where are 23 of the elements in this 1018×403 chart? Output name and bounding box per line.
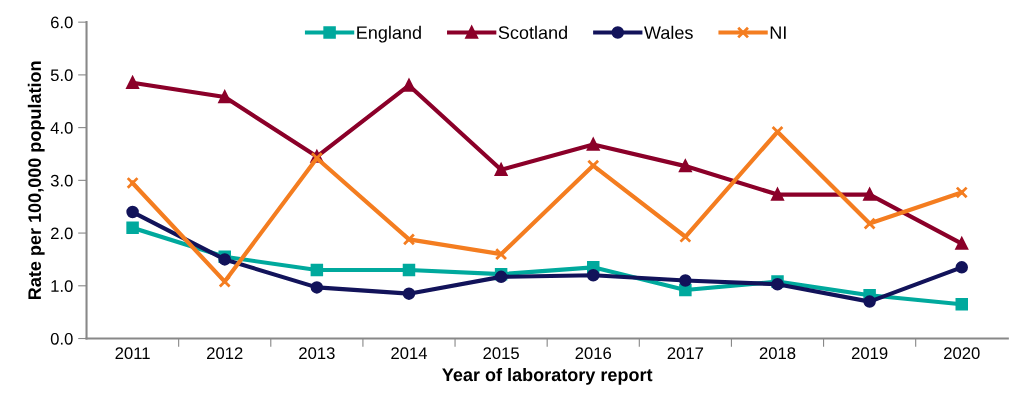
x-tick-label: 2019 [851,347,888,360]
legend-label: England [357,25,421,43]
legend-label: Scotland [498,25,567,40]
x-tick-label: 2016 [575,347,612,360]
y-tick-label: 5.0 [50,69,73,82]
legend-label: Wales [644,25,693,40]
x-tick-label: 2018 [759,347,796,360]
y-tick-label: 2.0 [51,227,73,240]
x-tick-label: 2014 [391,347,428,360]
y-tick-label: 0.0 [50,332,73,345]
x-tick-label: 2020 [944,347,980,360]
y-tick-label: 1.0 [51,280,73,292]
y-tick-label: 3.0 [50,174,73,187]
y-tick-label: 4.0 [50,122,73,134]
x-tick-label: 2013 [299,347,335,360]
legend-label: NI [770,26,786,39]
y-axis-title: Rate per 100,000 population [27,61,45,300]
x-tick-label: 2017 [667,347,704,360]
x-tick-label: 2012 [207,347,243,360]
x-axis-title: Year of laboratory report [442,367,653,385]
y-tick-label: 6.0 [51,16,73,29]
x-tick-label: 2011 [115,347,150,360]
x-tick-label: 2015 [483,347,519,360]
